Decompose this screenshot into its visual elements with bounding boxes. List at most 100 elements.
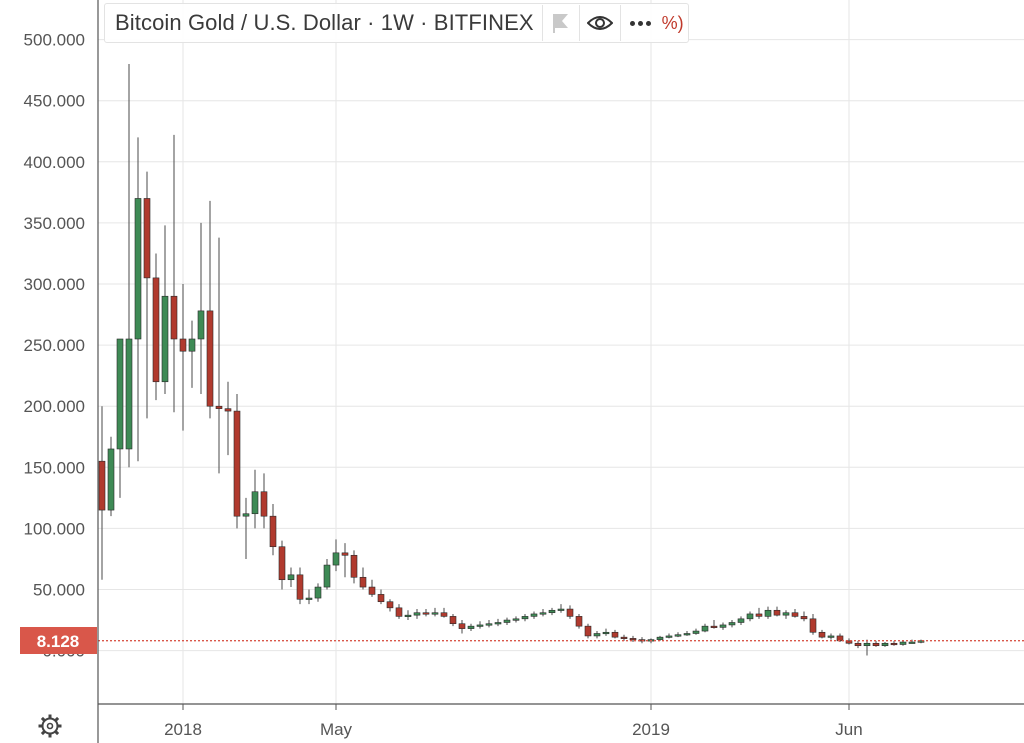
- candle[interactable]: [719, 622, 727, 630]
- hide-series-button[interactable]: [541, 5, 579, 41]
- candle[interactable]: [107, 436, 115, 517]
- candle-body-down: [584, 625, 592, 637]
- candle[interactable]: [557, 604, 565, 613]
- candle[interactable]: [827, 633, 835, 640]
- candle[interactable]: [305, 589, 313, 605]
- candle[interactable]: [188, 320, 196, 388]
- candle[interactable]: [116, 338, 124, 498]
- candle[interactable]: [98, 406, 106, 580]
- candle[interactable]: [170, 134, 178, 413]
- candle[interactable]: [755, 607, 763, 619]
- candle[interactable]: [539, 609, 547, 617]
- candle[interactable]: [584, 623, 592, 639]
- candle[interactable]: [386, 599, 394, 612]
- candle[interactable]: [413, 609, 421, 619]
- candle[interactable]: [287, 567, 295, 588]
- candle[interactable]: [431, 607, 439, 617]
- time-tick-label: May: [320, 720, 353, 739]
- candle[interactable]: [863, 639, 871, 656]
- gear-icon[interactable]: [38, 714, 62, 738]
- candle[interactable]: [314, 583, 322, 602]
- candle[interactable]: [476, 621, 484, 629]
- candle[interactable]: [332, 539, 340, 572]
- candle[interactable]: [530, 611, 538, 619]
- candle[interactable]: [467, 623, 475, 632]
- candle[interactable]: [683, 631, 691, 636]
- candle[interactable]: [143, 171, 151, 419]
- candle[interactable]: [674, 632, 682, 638]
- time-axis[interactable]: 2018May2019Jun2020: [164, 704, 1024, 739]
- candle[interactable]: [179, 284, 187, 431]
- candle[interactable]: [458, 620, 466, 634]
- candle[interactable]: [350, 550, 358, 584]
- candle[interactable]: [242, 497, 250, 559]
- candle[interactable]: [269, 503, 277, 556]
- candle[interactable]: [449, 613, 457, 627]
- candle-body-down: [575, 616, 583, 627]
- candle[interactable]: [125, 64, 133, 468]
- candle[interactable]: [746, 611, 754, 622]
- candle[interactable]: [854, 640, 862, 649]
- candle[interactable]: [503, 617, 511, 625]
- candle[interactable]: [593, 631, 601, 639]
- candle[interactable]: [134, 137, 142, 462]
- more-options-button[interactable]: [619, 5, 661, 41]
- candle[interactable]: [917, 639, 925, 644]
- candle[interactable]: [800, 611, 808, 622]
- candle[interactable]: [152, 253, 160, 401]
- candle[interactable]: [629, 635, 637, 643]
- candle[interactable]: [701, 623, 709, 633]
- candle[interactable]: [377, 589, 385, 605]
- candle[interactable]: [485, 620, 493, 628]
- candle[interactable]: [278, 540, 286, 590]
- candle[interactable]: [791, 609, 799, 618]
- candle[interactable]: [512, 616, 520, 623]
- candle[interactable]: [251, 469, 259, 529]
- candlestick-series[interactable]: [98, 64, 925, 656]
- candle[interactable]: [773, 606, 781, 617]
- candle[interactable]: [620, 634, 628, 641]
- candle[interactable]: [440, 607, 448, 618]
- candle[interactable]: [233, 393, 241, 529]
- candle[interactable]: [764, 606, 772, 619]
- candle[interactable]: [206, 200, 214, 419]
- candle[interactable]: [890, 640, 898, 646]
- candle[interactable]: [494, 618, 502, 627]
- visibility-button[interactable]: [578, 5, 620, 41]
- candle[interactable]: [602, 628, 610, 636]
- candle[interactable]: [611, 629, 619, 639]
- candle[interactable]: [368, 579, 376, 597]
- candle[interactable]: [728, 620, 736, 628]
- candle[interactable]: [566, 605, 574, 619]
- candle[interactable]: [656, 635, 664, 641]
- candle[interactable]: [845, 638, 853, 645]
- candle[interactable]: [404, 610, 412, 621]
- candle-body-down: [818, 631, 826, 638]
- candle[interactable]: [575, 613, 583, 629]
- candle[interactable]: [359, 567, 367, 590]
- candle[interactable]: [323, 558, 331, 590]
- candle[interactable]: [521, 613, 529, 622]
- candle[interactable]: [296, 567, 304, 605]
- candle[interactable]: [224, 381, 232, 456]
- candle[interactable]: [341, 543, 349, 578]
- candle[interactable]: [737, 616, 745, 625]
- candle[interactable]: [710, 620, 718, 629]
- candle[interactable]: [260, 473, 268, 529]
- candle[interactable]: [422, 609, 430, 617]
- candle[interactable]: [215, 237, 223, 474]
- candle[interactable]: [161, 225, 169, 394]
- candle[interactable]: [197, 222, 205, 394]
- candle[interactable]: [899, 640, 907, 646]
- candle[interactable]: [881, 642, 889, 647]
- candle[interactable]: [548, 607, 556, 616]
- candle[interactable]: [692, 628, 700, 635]
- candle[interactable]: [818, 629, 826, 639]
- candle[interactable]: [665, 633, 673, 639]
- candle[interactable]: [782, 610, 790, 619]
- candle[interactable]: [809, 613, 817, 635]
- price-axis[interactable]: 500.000 450.000 400.000 350.000 300.000 250.0…: [24, 31, 85, 661]
- candle[interactable]: [395, 604, 403, 619]
- candle[interactable]: [872, 640, 880, 647]
